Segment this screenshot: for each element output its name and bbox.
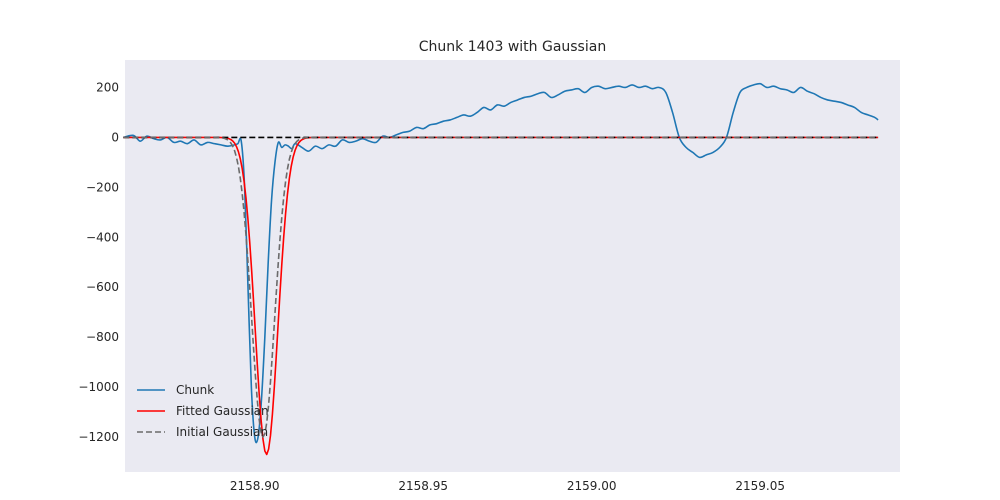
- chart-title: Chunk 1403 with Gaussian: [419, 39, 606, 55]
- y-axis-ticks: 200 0 −200 −400 −600 −800 −1000 −1200: [78, 80, 119, 444]
- plot-area: [125, 60, 900, 472]
- y-tick-label: −1200: [78, 430, 119, 444]
- x-tick-label: 2159.00: [567, 479, 617, 493]
- legend-label: Initial Gaussian: [176, 425, 268, 439]
- initial-gaussian-line: [123, 136, 879, 438]
- y-tick-label: −400: [86, 230, 119, 244]
- y-tick-label: 200: [96, 80, 119, 94]
- y-tick-label: −800: [86, 330, 119, 344]
- x-axis-ticks: 2158.90 2158.95 2159.00 2159.05: [230, 479, 785, 493]
- y-tick-label: −200: [86, 180, 119, 194]
- y-tick-label: −600: [86, 280, 119, 294]
- y-tick-label: 0: [111, 130, 119, 144]
- y-tick-label: −1000: [78, 380, 119, 394]
- legend-label: Chunk: [176, 383, 214, 397]
- x-tick-label: 2158.90: [230, 479, 280, 493]
- x-tick-label: 2159.05: [735, 479, 785, 493]
- x-tick-label: 2158.95: [398, 479, 448, 493]
- legend-label: Fitted Gaussian: [176, 404, 269, 418]
- legend: Chunk Fitted Gaussian Initial Gaussian: [137, 383, 269, 439]
- chunk-line: [123, 82, 879, 444]
- series-lines: [123, 82, 879, 456]
